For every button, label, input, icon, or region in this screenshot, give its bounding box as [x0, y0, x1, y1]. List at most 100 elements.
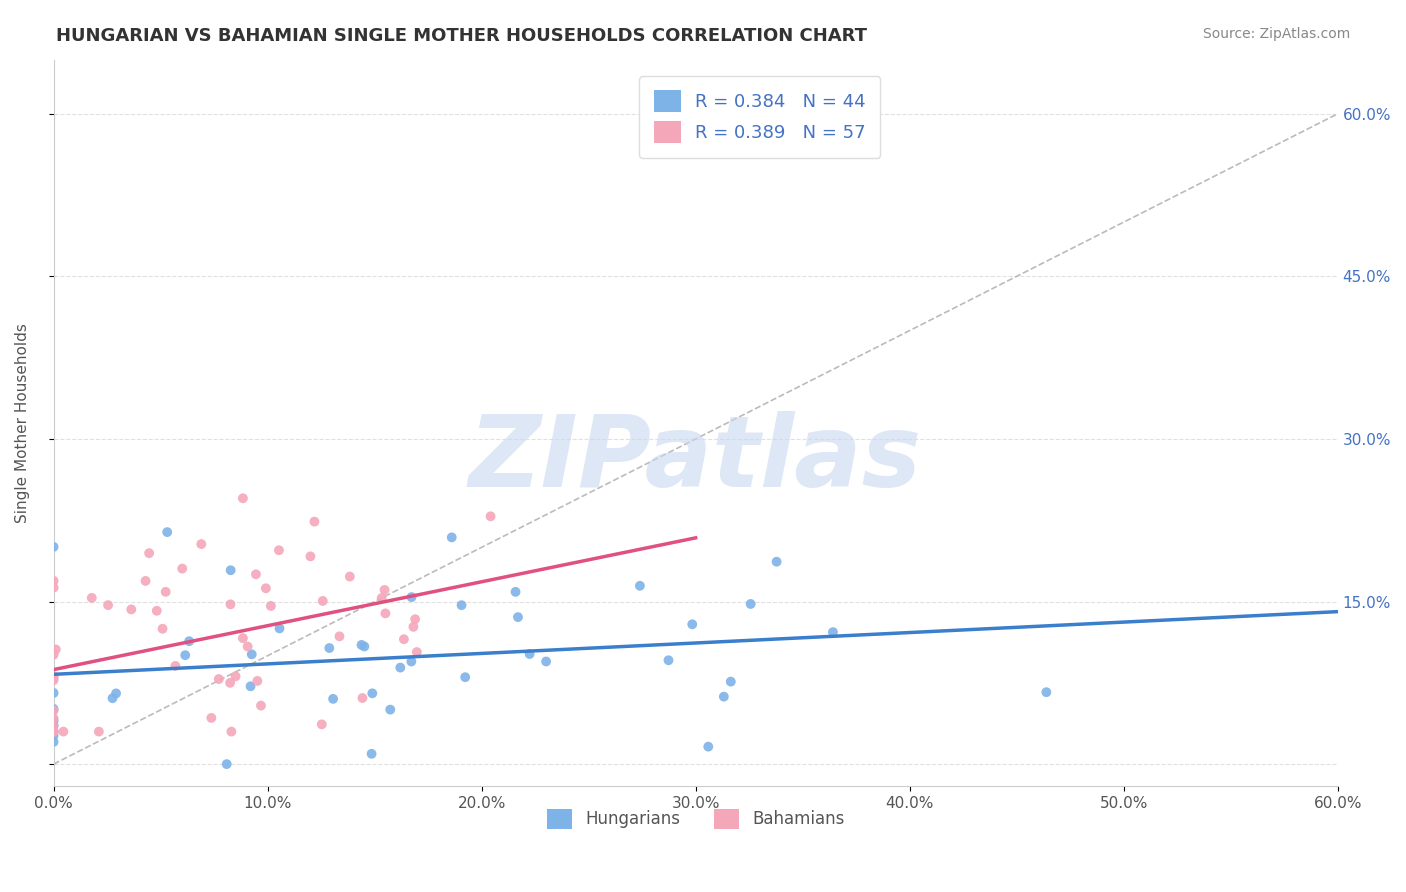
Point — [232, 491, 254, 506]
Point — [219, 676, 242, 690]
Point — [765, 555, 787, 569]
Point — [42, 719, 65, 733]
Point — [172, 561, 194, 575]
Point — [299, 549, 322, 564]
Point — [155, 585, 177, 599]
Point — [479, 509, 502, 524]
Point — [389, 660, 412, 674]
Point — [200, 711, 222, 725]
Point — [156, 525, 179, 540]
Point — [138, 546, 160, 560]
Point — [713, 690, 735, 704]
Point — [42, 669, 65, 683]
Point — [454, 670, 477, 684]
Point — [232, 631, 254, 645]
Point — [254, 581, 277, 595]
Point — [42, 728, 65, 742]
Point — [361, 686, 384, 700]
Point — [402, 620, 425, 634]
Point — [97, 598, 120, 612]
Point — [42, 704, 65, 718]
Point — [740, 597, 762, 611]
Point — [401, 590, 423, 604]
Point — [42, 673, 65, 687]
Point — [353, 640, 375, 654]
Point — [42, 711, 65, 725]
Point — [239, 679, 262, 693]
Point — [52, 724, 75, 739]
Point — [165, 659, 187, 673]
Point — [42, 724, 65, 739]
Point — [269, 621, 291, 635]
Text: ZIPatlas: ZIPatlas — [470, 410, 922, 508]
Text: HUNGARIAN VS BAHAMIAN SINGLE MOTHER HOUSEHOLDS CORRELATION CHART: HUNGARIAN VS BAHAMIAN SINGLE MOTHER HOUS… — [56, 27, 868, 45]
Point — [267, 543, 290, 558]
Point — [152, 622, 174, 636]
Point — [221, 724, 243, 739]
Point — [215, 757, 238, 772]
Point — [105, 686, 128, 700]
Point — [42, 581, 65, 595]
Point — [80, 591, 103, 605]
Point — [374, 607, 396, 621]
Point — [42, 671, 65, 685]
Point — [720, 674, 742, 689]
Point — [311, 717, 333, 731]
Point — [373, 582, 395, 597]
Point — [304, 515, 326, 529]
Point — [352, 691, 374, 706]
Point — [681, 617, 703, 632]
Point — [190, 537, 212, 551]
Point — [360, 747, 382, 761]
Point — [250, 698, 273, 713]
Point — [219, 563, 242, 577]
Point — [519, 647, 541, 661]
Point — [135, 574, 157, 588]
Point — [697, 739, 720, 754]
Point — [219, 597, 242, 611]
Point — [245, 567, 267, 582]
Point — [260, 599, 283, 613]
Point — [392, 632, 415, 647]
Point — [1035, 685, 1057, 699]
Point — [628, 579, 651, 593]
Point — [350, 638, 373, 652]
Point — [534, 655, 557, 669]
Point — [450, 598, 472, 612]
Point — [657, 653, 679, 667]
Point — [506, 610, 529, 624]
Point — [225, 669, 247, 683]
Point — [42, 724, 65, 739]
Point — [120, 602, 142, 616]
Point — [87, 724, 110, 739]
Point — [45, 642, 67, 657]
Point — [240, 648, 263, 662]
Point — [821, 625, 844, 640]
Point — [318, 640, 340, 655]
Point — [312, 594, 335, 608]
Point — [328, 629, 350, 643]
Point — [42, 574, 65, 588]
Point — [42, 686, 65, 700]
Point — [380, 703, 402, 717]
Point — [505, 585, 527, 599]
Y-axis label: Single Mother Households: Single Mother Households — [15, 323, 30, 523]
Point — [322, 691, 344, 706]
Point — [42, 724, 65, 739]
Point — [208, 672, 231, 686]
Point — [42, 718, 65, 732]
Point — [405, 645, 427, 659]
Point — [440, 530, 463, 544]
Point — [42, 540, 65, 554]
Point — [179, 634, 201, 648]
Point — [401, 655, 423, 669]
Point — [42, 648, 65, 662]
Point — [174, 648, 197, 662]
Point — [236, 640, 259, 654]
Point — [339, 569, 361, 583]
Point — [370, 591, 392, 605]
Point — [42, 714, 65, 728]
Point — [42, 702, 65, 716]
Point — [404, 612, 426, 626]
Point — [145, 604, 167, 618]
